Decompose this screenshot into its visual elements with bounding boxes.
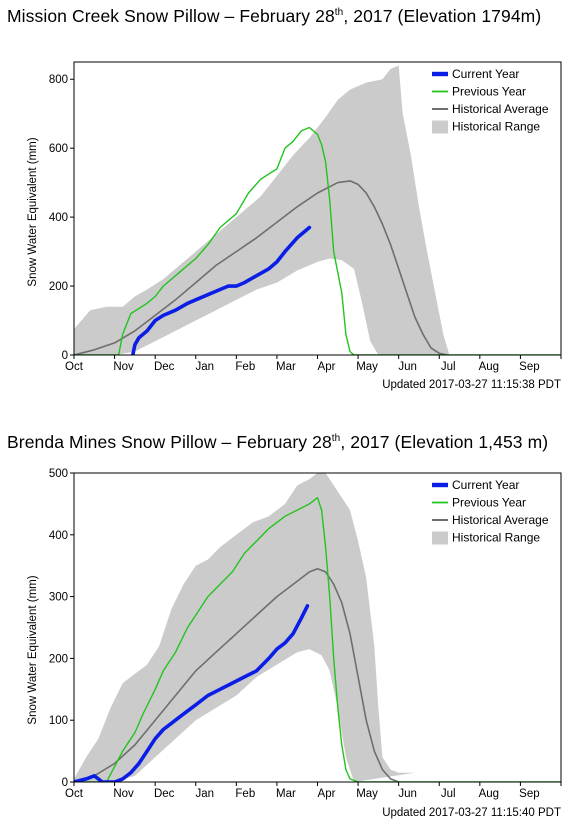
y-tick-label: 100: [49, 715, 68, 727]
chart-svg-mission-creek: Snow Water Equivalent (mm) Updated 2017-…: [27, 61, 562, 391]
y-tick-label: 800: [49, 74, 68, 86]
x-tick-label: Dec: [154, 361, 175, 373]
x-tick-label: Jun: [398, 361, 417, 373]
chart-title: Brenda Mines Snow Pillow – February 28th…: [7, 432, 548, 453]
previous-year-line: [74, 496, 375, 782]
chart-svg-brenda-mines: Snow Water Equivalent (mm) Updated 2017-…: [27, 468, 562, 819]
y-tick-label: 500: [49, 468, 68, 480]
x-tick-label: Dec: [154, 788, 175, 800]
y-tick-label: 0: [62, 350, 68, 362]
x-tick-label: Aug: [479, 788, 499, 800]
historical-range-area: [74, 65, 450, 355]
y-axis-label: Snow Water Equivalent (mm): [27, 575, 39, 724]
x-tick-label: Jun: [398, 788, 417, 800]
legend-swatch-historical-range: [432, 531, 448, 545]
x-tick-label: Nov: [113, 361, 134, 373]
x-tick-label: Sep: [519, 788, 539, 800]
plot-area: [74, 473, 561, 782]
updated-timestamp: Updated 2017-03-27 11:15:40 PDT: [382, 807, 561, 819]
x-tick-label: Nov: [113, 788, 134, 800]
x-tick-label: Oct: [65, 361, 84, 373]
legend-label-current-year: Current Year: [452, 67, 519, 81]
y-tick-label: 200: [49, 653, 68, 665]
y-tick-label: 600: [49, 143, 68, 155]
x-tick-label: Jan: [195, 361, 214, 373]
x-tick-label: Jul: [441, 361, 456, 373]
chart-title-sup: th: [334, 7, 344, 18]
updated-timestamp: Updated 2017-03-27 11:15:38 PDT: [382, 379, 561, 391]
legend-label-previous-year: Previous Year: [452, 85, 526, 99]
legend-swatch-historical-range: [432, 120, 448, 134]
y-tick-label: 400: [49, 530, 68, 542]
x-tick-label: May: [356, 361, 378, 373]
x-tick-label: Apr: [318, 788, 336, 800]
x-tick-label: Aug: [479, 361, 499, 373]
y-axis-label: Snow Water Equivalent (mm): [27, 137, 39, 286]
previous-year-line: [74, 126, 392, 355]
legend-label-historical-average: Historical Average: [452, 102, 549, 116]
chart-title-suffix: , 2017 (Elevation 1794m): [343, 6, 542, 26]
x-tick-label: Jan: [195, 788, 214, 800]
legend-label-historical-average: Historical Average: [452, 513, 549, 527]
y-tick-label: 200: [49, 281, 68, 293]
x-tick-label: May: [356, 788, 378, 800]
chart-panel-mission-creek: Mission Creek Snow Pillow – February 28t…: [0, 0, 583, 405]
x-tick-label: Mar: [276, 361, 296, 373]
current-year-line: [131, 225, 312, 355]
x-tick-label: Feb: [235, 361, 255, 373]
chart-title-prefix: Brenda Mines Snow Pillow – February 28: [7, 432, 332, 452]
legend-label-current-year: Current Year: [452, 478, 519, 492]
chart-title-suffix: , 2017 (Elevation 1,453 m): [340, 432, 549, 452]
historical-range-area: [74, 473, 415, 782]
historical-average-line: [74, 180, 449, 355]
legend-label-historical-range: Historical Range: [452, 120, 540, 134]
chart-title: Mission Creek Snow Pillow – February 28t…: [7, 6, 541, 27]
chart-panel-brenda-mines: Brenda Mines Snow Pillow – February 28th…: [0, 412, 583, 833]
y-tick-label: 400: [49, 212, 68, 224]
chart-title-sup: th: [331, 433, 341, 444]
historical-average-line: [74, 568, 400, 782]
x-tick-label: Apr: [318, 361, 336, 373]
y-tick-label: 300: [49, 592, 68, 604]
current-year-line: [74, 604, 310, 782]
x-tick-label: Sep: [519, 361, 539, 373]
legend-label-previous-year: Previous Year: [452, 496, 526, 510]
y-tick-label: 0: [62, 777, 68, 789]
x-tick-label: Oct: [65, 788, 84, 800]
x-tick-label: Feb: [235, 788, 255, 800]
x-tick-label: Mar: [276, 788, 296, 800]
chart-title-prefix: Mission Creek Snow Pillow – February 28: [7, 6, 335, 26]
x-tick-label: Jul: [441, 788, 456, 800]
legend-label-historical-range: Historical Range: [452, 531, 540, 545]
plot-area: [74, 65, 561, 355]
